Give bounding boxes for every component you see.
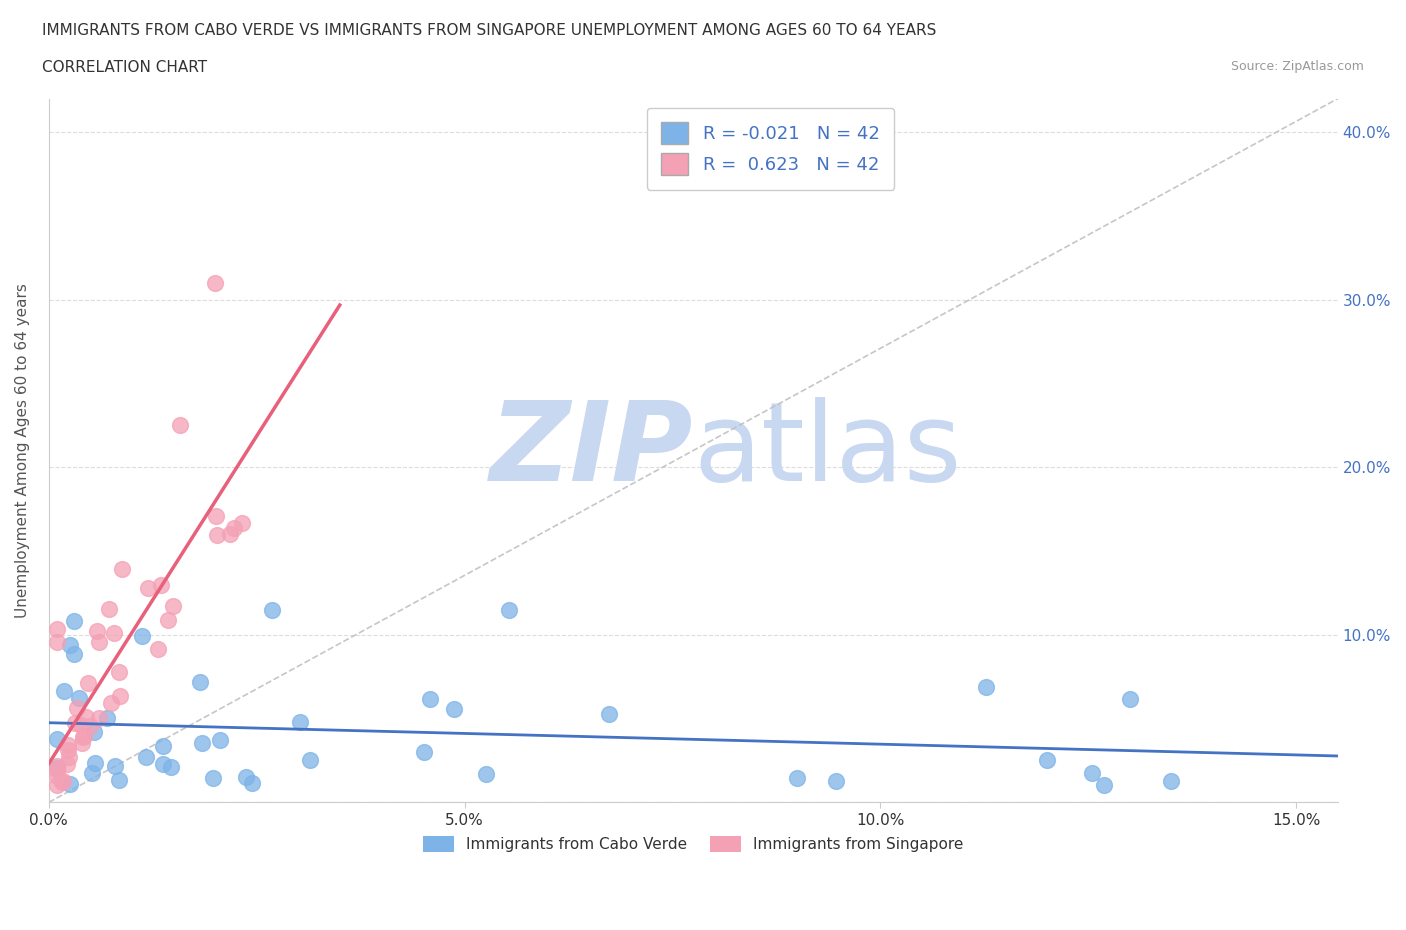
Point	[84, 755, 107, 770]
Point	[131, 629, 153, 644]
Point	[146, 641, 169, 656]
Point	[298, 752, 321, 767]
Point	[96, 711, 118, 725]
Text: CORRELATION CHART: CORRELATION CHART	[42, 60, 207, 75]
Point	[108, 664, 131, 679]
Point	[100, 696, 122, 711]
Point	[98, 602, 121, 617]
Point	[56, 737, 79, 752]
Point	[288, 714, 311, 729]
Point	[62, 614, 84, 629]
Point	[89, 711, 111, 725]
Point	[58, 742, 80, 757]
Point	[53, 684, 76, 698]
Point	[103, 626, 125, 641]
Point	[46, 759, 69, 774]
Point	[786, 771, 808, 786]
Point	[79, 718, 101, 733]
Point	[56, 757, 79, 772]
Point	[231, 515, 253, 530]
Text: IMMIGRANTS FROM CABO VERDE VS IMMIGRANTS FROM SINGAPORE UNEMPLOYMENT AMONG AGES : IMMIGRANTS FROM CABO VERDE VS IMMIGRANTS…	[42, 23, 936, 38]
Point	[136, 580, 159, 595]
Point	[108, 773, 131, 788]
Y-axis label: Unemployment Among Ages 60 to 64 years: Unemployment Among Ages 60 to 64 years	[15, 283, 30, 618]
Point	[76, 675, 98, 690]
Point	[191, 735, 214, 750]
Point	[75, 710, 97, 724]
Point	[59, 637, 82, 652]
Point	[152, 756, 174, 771]
Point	[156, 612, 179, 627]
Point	[240, 776, 263, 790]
Point	[111, 562, 134, 577]
Point	[72, 736, 94, 751]
Point	[69, 718, 91, 733]
Point	[83, 724, 105, 739]
Point	[89, 634, 111, 649]
Point	[63, 715, 86, 730]
Point	[413, 744, 436, 759]
Point	[104, 759, 127, 774]
Point	[46, 732, 69, 747]
Point	[46, 761, 69, 776]
Point	[419, 691, 441, 706]
Point	[86, 624, 108, 639]
Point	[46, 635, 69, 650]
Point	[159, 760, 181, 775]
Point	[1080, 765, 1102, 780]
Point	[224, 521, 246, 536]
Text: Source: ZipAtlas.com: Source: ZipAtlas.com	[1230, 60, 1364, 73]
Point	[205, 527, 228, 542]
Point	[443, 701, 465, 716]
Point	[59, 777, 82, 791]
Point	[1160, 774, 1182, 789]
Point	[80, 765, 103, 780]
Point	[201, 771, 224, 786]
Point	[498, 603, 520, 618]
Point	[204, 275, 226, 290]
Point	[72, 729, 94, 744]
Point	[162, 598, 184, 613]
Legend: Immigrants from Cabo Verde, Immigrants from Singapore: Immigrants from Cabo Verde, Immigrants f…	[418, 830, 969, 858]
Point	[135, 750, 157, 764]
Point	[825, 774, 848, 789]
Point	[169, 418, 191, 432]
Text: atlas: atlas	[693, 397, 962, 504]
Point	[46, 768, 69, 783]
Point	[1119, 692, 1142, 707]
Point	[474, 766, 496, 781]
Point	[208, 732, 231, 747]
Point	[1092, 777, 1115, 792]
Point	[149, 578, 172, 592]
Point	[46, 622, 69, 637]
Point	[598, 706, 620, 721]
Point	[152, 738, 174, 753]
Point	[1035, 752, 1057, 767]
Point	[58, 750, 80, 764]
Point	[46, 763, 69, 777]
Point	[205, 509, 228, 524]
Point	[73, 729, 96, 744]
Point	[52, 773, 75, 788]
Point	[63, 646, 86, 661]
Point	[51, 775, 73, 790]
Point	[976, 679, 998, 694]
Text: ZIP: ZIP	[489, 397, 693, 504]
Point	[260, 603, 283, 618]
Point	[219, 527, 242, 542]
Point	[67, 691, 90, 706]
Point	[46, 778, 69, 793]
Point	[235, 769, 257, 784]
Point	[65, 701, 87, 716]
Point	[108, 688, 131, 703]
Point	[190, 675, 212, 690]
